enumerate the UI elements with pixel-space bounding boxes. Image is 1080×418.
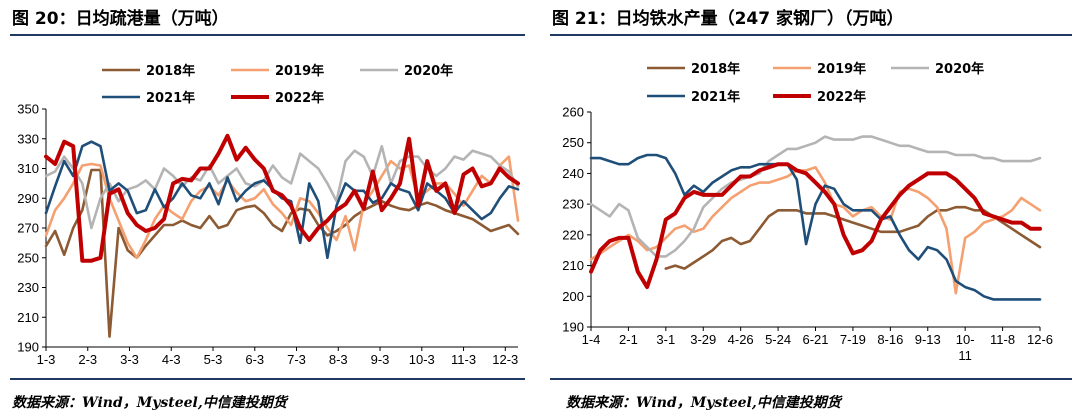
right-y-tick-label: 190: [562, 320, 584, 335]
right-legend-label-2022: 2022年: [817, 89, 866, 105]
right-series-line-2019: [589, 166, 1042, 295]
right-y-tick-label: 230: [562, 197, 584, 212]
right-x-tick-label: 7-19: [840, 332, 866, 347]
right-x-tick-label: 9-13: [915, 332, 941, 347]
right-x-tick-label: 3-1: [656, 332, 675, 347]
left-x-tick-label: 8-3: [329, 352, 348, 367]
left-legend-label-2021: 2021年: [146, 90, 195, 106]
right-series-line-2020: [589, 135, 1042, 258]
left-x-tick-label: 5-3: [204, 352, 223, 367]
left-series-line-2020: [44, 144, 520, 230]
right-x-tick-label: 8-16: [877, 332, 903, 347]
right-series-line-2021: [589, 153, 1042, 301]
left-x-tick-label: 10-3: [409, 352, 435, 367]
left-y-tick-label: 230: [17, 280, 39, 295]
left-x-tick-label: 4-3: [162, 352, 181, 367]
left-y-tick-label: 310: [17, 161, 39, 176]
left-x-tick-label: 1-3: [37, 352, 56, 367]
right-footer-rule: [550, 378, 1072, 380]
right-x-tick-label: 2-1: [619, 332, 638, 347]
left-footer-rule: [10, 378, 525, 380]
left-y-tick-label: 290: [17, 191, 39, 206]
left-x-tick-label: 6-3: [245, 352, 264, 367]
right-x-tick-label: 4-26: [728, 332, 754, 347]
right-y-tick-label: 200: [562, 289, 584, 304]
left-chart: 190 210 230 250 270 290 310 330 350 1-3 2-3 3-3 4-3 5…: [17, 63, 520, 367]
right-y-tick-label: 250: [562, 135, 584, 150]
left-y-tick-label: 270: [17, 221, 39, 236]
left-x-tick-label: 3-3: [120, 352, 139, 367]
left-x-tick-label: 11-3: [451, 352, 476, 367]
left-y-tick-label: 330: [17, 131, 39, 146]
left-legend-label-2020: 2020年: [404, 63, 453, 79]
right-chart: 190 200 210 220 230 240 250 260 1-4 2-1 3-1 3-29 4-2…: [562, 61, 1053, 363]
right-y-tick-label: 260: [562, 105, 584, 120]
right-legend-label-2021: 2021年: [691, 89, 740, 105]
left-y-tick-label: 250: [17, 250, 39, 265]
left-x-tick-label: 9-3: [371, 352, 390, 367]
left-legend-label-2019: 2019年: [275, 63, 324, 79]
right-title-rule: [550, 34, 1072, 36]
right-series-line-2018: [664, 205, 1042, 270]
left-source-note: 数据来源：Wind，Mysteel,中信建投期货: [12, 395, 287, 411]
left-series-line-2019: [44, 155, 520, 260]
right-legend-label-2018: 2018年: [691, 61, 740, 77]
right-x-tick-label: 11-8: [990, 332, 1015, 347]
right-x-tick-label-line2: 11: [958, 348, 972, 363]
left-series-line-2018: [44, 168, 520, 338]
left-legend-label-2018: 2018年: [146, 63, 195, 79]
left-y-tick-label: 350: [17, 102, 39, 117]
left-x-tick-label: 12-3: [492, 352, 518, 367]
right-series-line-2022: [589, 162, 1042, 290]
left-legend-label-2022: 2022年: [275, 90, 324, 106]
left-y-tick-label: 190: [17, 340, 39, 355]
right-y-tick-label: 210: [562, 258, 584, 273]
left-title-rule: [10, 34, 525, 36]
right-legend-label-2019: 2019年: [817, 61, 866, 77]
right-x-tick-label: 5-24: [765, 332, 791, 347]
right-x-tick-label: 10-: [956, 332, 975, 347]
right-legend-label-2020: 2020年: [935, 61, 984, 77]
right-y-tick-label: 220: [562, 227, 584, 242]
left-y-tick-label: 210: [17, 310, 39, 325]
right-source-note: 数据来源：Wind，Mysteel,中信建投期货: [566, 395, 841, 411]
right-x-tick-label: 3-29: [690, 332, 716, 347]
left-series-line-2022: [44, 133, 520, 263]
left-chart-title: 图 20：日均疏港量（万吨）: [12, 9, 229, 29]
right-x-tick-label: 12-6: [1027, 332, 1053, 347]
left-x-tick-label: 2-3: [78, 352, 97, 367]
right-x-tick-label: 1-4: [582, 332, 601, 347]
right-y-tick-label: 240: [562, 166, 584, 181]
right-x-tick-label: 6-21: [802, 332, 828, 347]
left-x-tick-label: 7-3: [287, 352, 306, 367]
right-chart-title: 图 21：日均铁水产量（247 家钢厂）（万吨）: [552, 9, 904, 29]
